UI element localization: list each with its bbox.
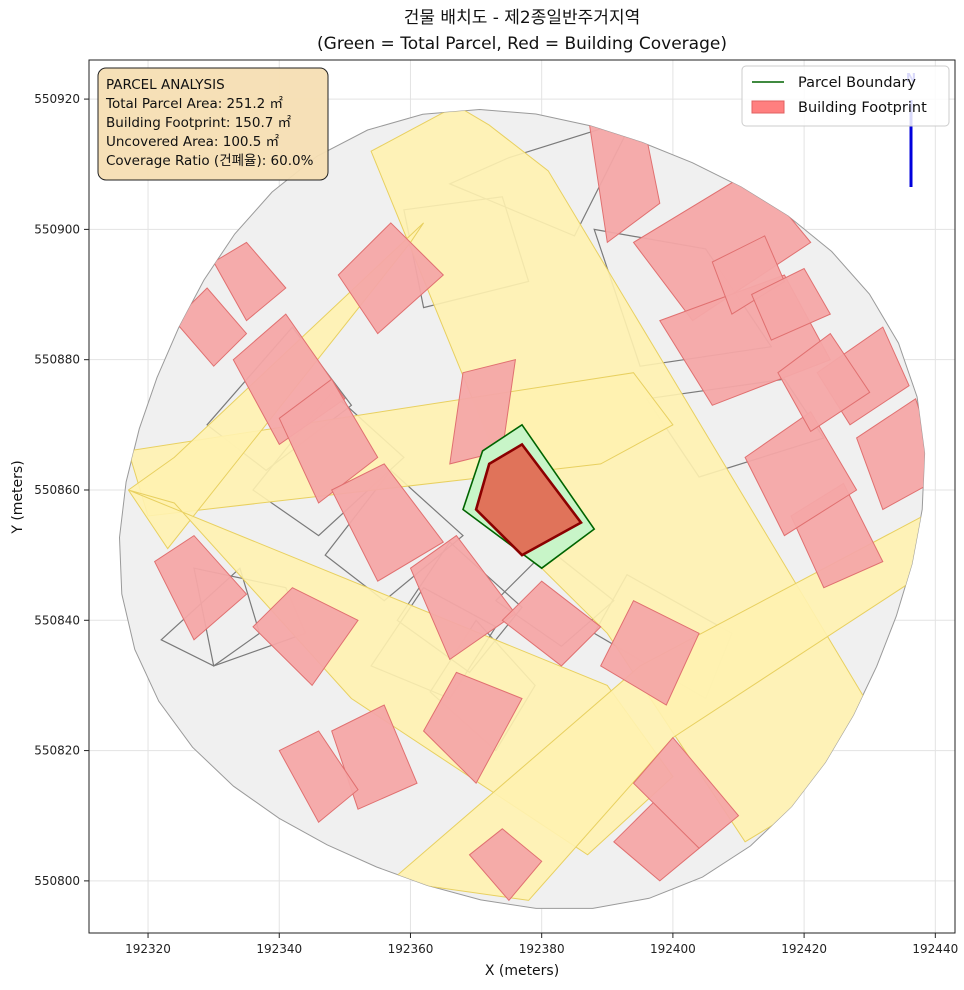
y-tick-label: 550900 [34,222,80,236]
x-tick-label: 192400 [650,942,696,956]
context-building [213,241,287,322]
y-tick-label: 550920 [34,92,80,106]
x-tick-label: 192380 [519,942,565,956]
legend-building-footprint: Building Footprint [798,100,927,116]
context-building [278,730,359,823]
context-building [750,267,832,341]
context-building [468,828,543,902]
plot-frame [88,59,956,934]
context-building [422,671,523,785]
context-building [501,580,602,667]
y-axis-ticks: 550800 550820 550840 550860 550880 550900 5509… [34,92,89,888]
context-building [153,534,248,641]
x-axis-ticks: 192320 192340 192360 192380 192400 192420 1924… [125,933,958,956]
context-building [173,287,248,367]
context-building [613,801,700,882]
title-line-2: (Green = Total Parcel, Red = Building Co… [317,34,727,54]
context-building [600,600,700,706]
x-tick-label: 192340 [256,942,302,956]
y-tick-label: 550840 [34,613,80,627]
x-tick-label: 192320 [125,942,171,956]
x-tick-label: 192360 [388,942,434,956]
y-tick-label: 550800 [34,874,80,888]
survey-area [118,108,926,909]
x-tick-label: 192440 [912,942,958,956]
info-total-parcel-area: Total Parcel Area: 251.2 ㎡ [105,96,283,112]
parcel-analysis-box: PARCEL ANALYSIS Total Parcel Area: 251.2… [97,67,329,181]
context-building [278,378,379,504]
legend-building-swatch [751,100,785,114]
info-heading: PARCEL ANALYSIS [106,77,225,93]
map-features [127,109,925,902]
context-building [744,411,858,537]
y-tick-label: 550820 [34,744,80,758]
context-building [855,398,925,511]
target-building [474,442,583,557]
info-coverage-ratio: Coverage Ratio (건폐율): 60.0% [106,153,314,169]
y-tick-label: 550880 [34,353,80,367]
context-building [777,332,871,433]
context-building [252,587,359,687]
info-building-footprint: Building Footprint: 150.7 ㎡ [106,115,292,131]
legend: Parcel Boundary Building Footprint [741,65,950,127]
title-line-1: 건물 배치도 - 제2종일반주거지역 [404,8,640,28]
legend-parcel-boundary: Parcel Boundary [798,75,916,91]
y-tick-label: 550860 [34,483,80,497]
y-axis-label: Y (meters) [10,460,26,534]
context-building [331,463,445,582]
info-uncovered-area: Uncovered Area: 100.5 ㎡ [106,134,280,150]
context-building [632,170,812,322]
x-tick-label: 192420 [781,942,827,956]
x-axis-label: X (meters) [485,963,559,979]
context-building [337,222,445,335]
